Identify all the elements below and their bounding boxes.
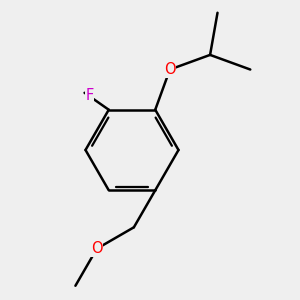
Text: O: O <box>164 62 176 77</box>
Text: F: F <box>85 88 94 103</box>
Text: O: O <box>91 241 103 256</box>
